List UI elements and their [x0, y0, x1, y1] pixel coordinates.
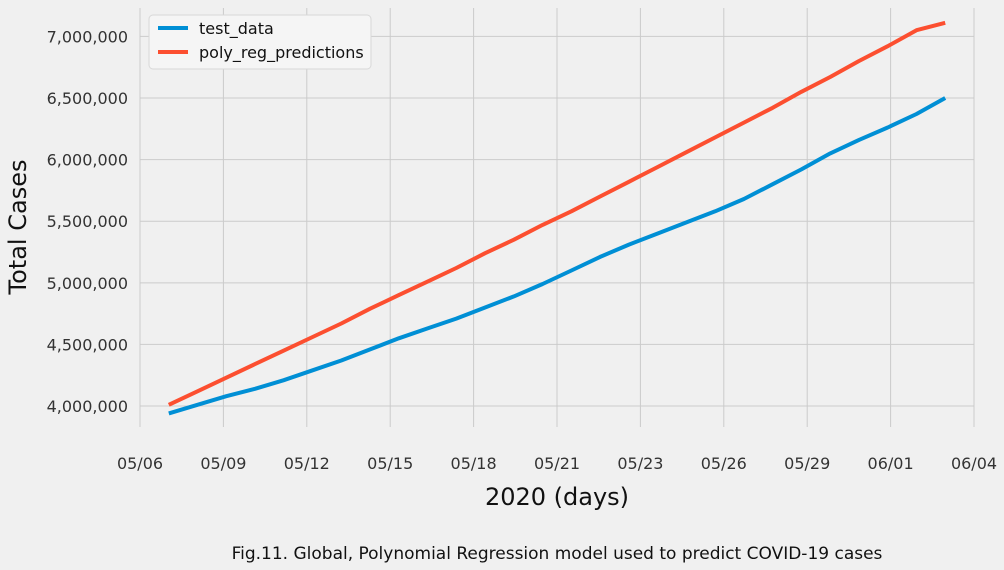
legend: test_data poly_reg_predictions	[148, 14, 372, 70]
y-tick-label: 5,500,000	[47, 212, 128, 231]
x-tick-label: 05/29	[784, 454, 830, 473]
figure-caption: Fig.11. Global, Polynomial Regression mo…	[232, 544, 883, 564]
x-tick-label: 05/26	[701, 454, 747, 473]
y-tick-label: 4,000,000	[47, 397, 128, 416]
x-tick-label: 06/01	[868, 454, 914, 473]
x-tick-label: 05/15	[367, 454, 413, 473]
y-tick-label: 5,000,000	[47, 274, 128, 293]
legend-label-test-data: test_data	[199, 19, 274, 39]
x-tick-label: 05/23	[617, 454, 663, 473]
x-tick-label: 05/18	[451, 454, 497, 473]
x-tick-label: 05/09	[200, 454, 246, 473]
legend-box	[148, 14, 372, 70]
x-axis-title: 2020 (days)	[485, 483, 629, 511]
series-line-poly-reg-predictions	[167, 20, 946, 407]
x-tick-label: 05/06	[117, 454, 163, 473]
series-lines	[167, 20, 947, 416]
y-tick-label: 6,500,000	[47, 89, 128, 108]
x-tick-label: 06/04	[951, 454, 997, 473]
x-tick-label: 05/21	[534, 454, 580, 473]
y-tick-label: 7,000,000	[47, 27, 128, 46]
gridlines	[139, 8, 975, 427]
series-line-test-data	[168, 96, 947, 416]
legend-label-poly-reg-predictions: poly_reg_predictions	[199, 43, 364, 63]
y-tick-label: 6,000,000	[47, 151, 128, 170]
tick-labels: 4,000,000 4,500,000 5,000,000 5,500,000 6,00…	[47, 27, 997, 473]
y-tick-label: 4,500,000	[47, 335, 128, 354]
y-axis-title: Total Cases	[4, 160, 32, 296]
x-tick-label: 05/12	[284, 454, 330, 473]
